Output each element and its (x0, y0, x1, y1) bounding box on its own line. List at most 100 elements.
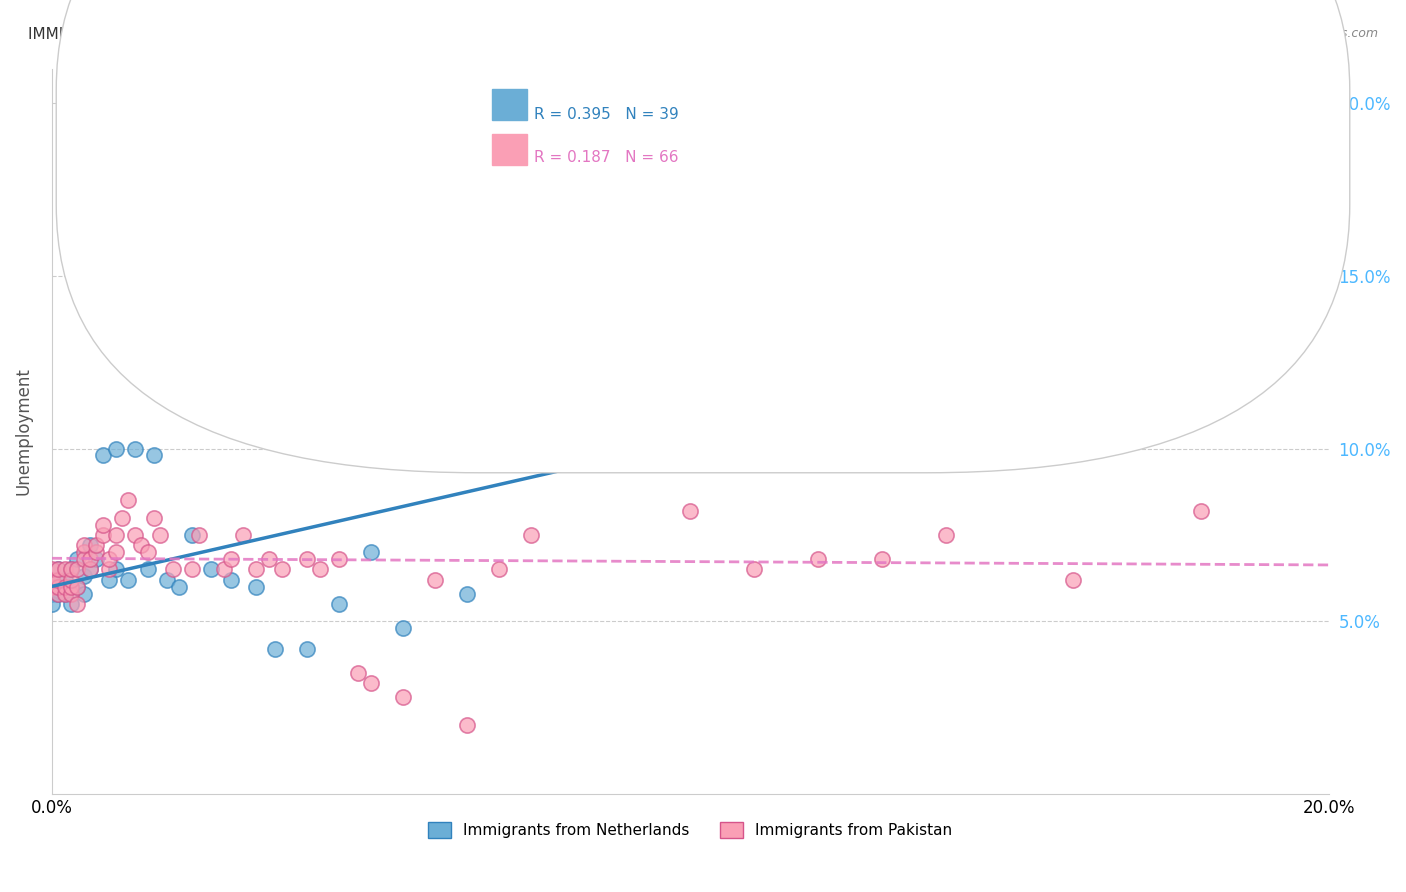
Point (232, 528, 254, 542)
Point (142, 449, 165, 463)
Point (245, 562, 267, 576)
Point (870, 552, 893, 566)
Point (392, 690, 415, 705)
Point (124, 442, 146, 456)
Point (66, 580, 89, 594)
Point (117, 573, 139, 587)
Point (59, 597, 82, 611)
Point (53, 573, 76, 587)
Point (79, 562, 101, 576)
Point (935, 528, 957, 542)
Point (98, 562, 121, 576)
Point (73, 545, 96, 559)
Point (41, 562, 63, 576)
Point (149, 528, 172, 542)
Point (41, 573, 63, 587)
Point (679, 504, 702, 518)
Point (79, 562, 101, 576)
Point (295, 552, 318, 566)
Point (46, 587, 69, 601)
Point (73, 538, 96, 552)
Point (53, 587, 76, 601)
Point (1189, 504, 1212, 518)
Point (328, 597, 350, 611)
Point (59, 573, 82, 587)
Point (53, 580, 76, 594)
Point (86, 538, 108, 552)
Point (360, 676, 382, 690)
Point (53, 587, 76, 601)
Point (98, 552, 121, 566)
Point (117, 493, 139, 508)
Point (392, 621, 415, 635)
Point (59, 562, 82, 576)
Point (104, 562, 127, 576)
Point (41, 580, 63, 594)
Point (104, 545, 127, 559)
Point (807, 552, 830, 566)
Point (73, 587, 96, 601)
Point (79, 538, 101, 552)
Point (245, 580, 267, 594)
Point (181, 562, 204, 576)
Point (86, 545, 108, 559)
Point (41, 573, 63, 587)
Point (142, 510, 165, 524)
Point (66, 562, 89, 576)
Point (187, 528, 209, 542)
Point (41, 587, 63, 601)
Y-axis label: Unemployment: Unemployment (15, 368, 32, 495)
Point (742, 562, 765, 576)
Point (46, 580, 69, 594)
Point (488, 562, 510, 576)
Point (456, 718, 478, 732)
Point (104, 528, 127, 542)
Point (169, 372, 191, 386)
Point (200, 372, 222, 386)
Point (66, 552, 89, 566)
Point (59, 580, 82, 594)
Point (46, 562, 69, 576)
Point (347, 666, 370, 681)
Point (46, 573, 69, 587)
Point (295, 641, 318, 656)
Point (111, 510, 134, 524)
Point (423, 573, 446, 587)
Point (66, 597, 89, 611)
Point (46, 580, 69, 594)
Point (551, 424, 574, 438)
Point (360, 545, 382, 559)
Point (46, 562, 69, 576)
Point (309, 562, 332, 576)
Point (86, 552, 108, 566)
Point (156, 573, 179, 587)
Point (136, 545, 159, 559)
Point (73, 569, 96, 583)
Point (59, 562, 82, 576)
Point (270, 562, 292, 576)
Point (169, 580, 191, 594)
Point (104, 442, 127, 456)
Point (264, 641, 287, 656)
Point (98, 573, 121, 587)
Point (91, 449, 114, 463)
Point (91, 528, 114, 542)
Point (212, 562, 235, 576)
Point (162, 562, 184, 576)
Legend: Immigrants from Netherlands, Immigrants from Pakistan: Immigrants from Netherlands, Immigrants … (422, 816, 959, 845)
Point (156, 372, 179, 386)
Point (219, 573, 242, 587)
Text: IMMIGRANTS FROM NETHERLANDS VS IMMIGRANTS FROM PAKISTAN UNEMPLOYMENT CORRELATION: IMMIGRANTS FROM NETHERLANDS VS IMMIGRANT… (28, 27, 851, 42)
Point (807, 217, 830, 231)
Point (66, 580, 89, 594)
Point (91, 517, 114, 532)
Point (59, 587, 82, 601)
Point (73, 552, 96, 566)
Point (328, 552, 350, 566)
Point (129, 538, 152, 552)
Point (136, 562, 159, 576)
Point (257, 552, 280, 566)
Point (79, 552, 101, 566)
Point (1062, 573, 1084, 587)
Point (41, 597, 63, 611)
